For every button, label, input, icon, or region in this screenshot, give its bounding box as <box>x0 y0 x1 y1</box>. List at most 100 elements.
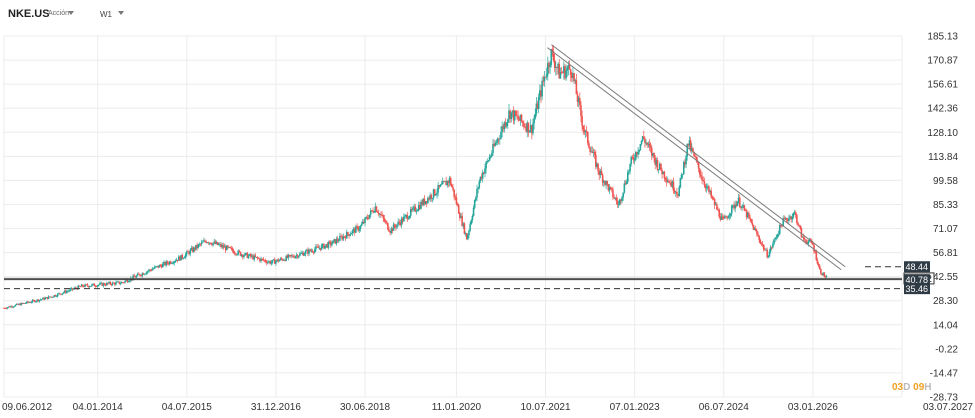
candle-body <box>665 179 668 182</box>
candle-body <box>497 138 500 140</box>
candle-body <box>397 221 399 225</box>
candle-body <box>454 196 457 198</box>
candle-body <box>239 251 242 256</box>
candle-body <box>48 296 51 298</box>
candle-body <box>254 255 257 258</box>
candle-body <box>548 62 550 68</box>
candle-body <box>764 249 766 251</box>
candle-body <box>276 259 278 262</box>
candle-body <box>743 205 746 211</box>
candle-body <box>670 182 673 187</box>
x-tick-label: 09.06.2012 <box>2 402 52 413</box>
candle-body <box>527 122 530 133</box>
candle-body <box>214 241 217 244</box>
candle-body <box>425 201 428 204</box>
candle-body <box>722 217 725 219</box>
candle-body <box>343 236 346 238</box>
price-badge-label: 35.46 <box>905 284 928 294</box>
candle-body <box>46 297 49 299</box>
candle-body <box>585 130 588 133</box>
candle-body <box>652 153 654 156</box>
x-tick-label: 04.07.2015 <box>162 402 212 413</box>
candle-body <box>339 235 341 241</box>
candle-body <box>60 293 62 295</box>
symbol-label[interactable]: NKE.US <box>8 8 50 20</box>
candle-body <box>550 49 553 65</box>
candle-body <box>726 217 728 219</box>
candle-body <box>705 186 708 189</box>
candle-body <box>156 265 158 267</box>
candle-body <box>782 218 784 227</box>
candle-body <box>92 283 94 285</box>
candle-body <box>642 136 645 139</box>
candle-body <box>488 156 491 161</box>
candle-body <box>535 103 538 114</box>
timeframe-dropdown-icon[interactable] <box>118 11 124 15</box>
candle-body <box>96 285 99 287</box>
candle-body <box>103 283 106 285</box>
candle-body <box>187 251 189 253</box>
candle-body <box>620 199 622 202</box>
candle-body <box>566 68 569 71</box>
candle-body <box>794 212 797 215</box>
candle-body <box>220 244 222 248</box>
candle-body <box>800 228 803 238</box>
candle-body <box>93 283 96 287</box>
symbol-dropdown-icon[interactable] <box>68 11 74 15</box>
price-badge <box>904 283 930 295</box>
candle-body <box>494 143 497 146</box>
candle-body <box>31 300 34 303</box>
candle-body <box>85 284 88 286</box>
y-tick-label: 142.36 <box>927 104 958 115</box>
candle-body <box>23 303 26 304</box>
candle-body <box>515 110 517 116</box>
candle-body <box>703 181 706 186</box>
candle-body <box>146 271 148 274</box>
candle-body <box>591 151 594 154</box>
candle-body <box>802 236 805 240</box>
candle-body <box>261 258 264 260</box>
candle-body <box>311 250 314 252</box>
candle-body <box>628 171 630 173</box>
candle-body <box>607 184 610 191</box>
candle-body <box>712 197 715 200</box>
candle-body <box>154 266 156 269</box>
candle-body <box>495 142 498 144</box>
candle-body <box>657 169 660 170</box>
candle-body <box>632 157 635 160</box>
candle-body <box>671 181 674 187</box>
y-tick-label: -14.47 <box>930 368 959 379</box>
timeframe-selector[interactable]: W1 <box>100 10 112 19</box>
candle-body <box>316 246 318 248</box>
candle-body <box>655 159 658 165</box>
candle-body <box>349 234 351 236</box>
candle-body <box>297 255 300 258</box>
candle-body <box>649 146 652 149</box>
candle-body <box>360 224 363 226</box>
candle-body <box>191 248 194 252</box>
candle-body <box>680 174 683 178</box>
candle-body <box>159 265 162 266</box>
candle-body <box>237 250 240 255</box>
candle-body <box>312 251 315 253</box>
candle-body <box>724 216 726 219</box>
candle-body <box>44 297 46 300</box>
candle-body <box>400 218 403 226</box>
candle-body <box>528 130 531 133</box>
candle-body <box>622 192 625 198</box>
candle-body <box>252 255 254 260</box>
candle-body <box>77 285 80 290</box>
candle-body <box>364 217 366 223</box>
candle-body <box>512 110 515 121</box>
y-tick-label: 85.33 <box>933 200 958 211</box>
candle-body <box>438 185 441 187</box>
candle-body <box>646 142 649 145</box>
candle-body <box>149 269 152 271</box>
candle-body <box>109 282 112 285</box>
candle-body <box>428 198 430 200</box>
candle-body <box>90 285 92 287</box>
candle-body <box>326 244 329 248</box>
candle-body <box>119 283 122 285</box>
candle-body <box>333 239 335 241</box>
